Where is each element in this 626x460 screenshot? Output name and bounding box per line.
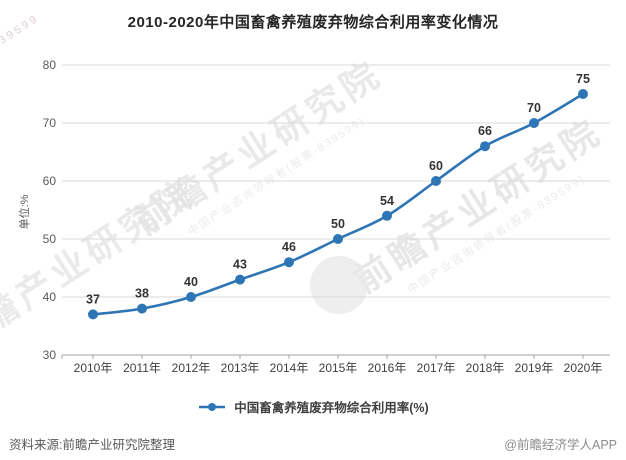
- data-point-label: 54: [380, 194, 394, 208]
- x-axis-tick-label: 2010年: [74, 361, 113, 375]
- data-point-marker: [186, 292, 196, 302]
- legend: 中国畜禽养殖废弃物综合利用率(%): [0, 397, 626, 416]
- y-axis-tick-label: 80: [43, 58, 57, 72]
- x-axis-tick-label: 2016年: [368, 361, 407, 375]
- data-point-label: 38: [135, 287, 149, 301]
- legend-line-marker-icon: [199, 402, 226, 411]
- chart-title: 2010-2020年中国畜禽养殖废弃物综合利用率变化情况: [127, 14, 499, 31]
- data-point-marker: [235, 274, 245, 285]
- x-axis-tick-label: 2019年: [515, 361, 554, 375]
- data-point-label: 46: [282, 240, 296, 254]
- data-point-label: 50: [331, 217, 345, 231]
- data-point-marker: [382, 210, 392, 221]
- data-point-label: 66: [478, 124, 492, 138]
- data-point-marker: [88, 309, 98, 320]
- x-axis-tick-label: 2017年: [417, 361, 456, 375]
- legend-label: 中国畜禽养殖废弃物综合利用率(%): [234, 401, 429, 415]
- source-text: 资料来源:前瞻产业研究院整理: [9, 438, 175, 452]
- data-point-label: 70: [527, 101, 541, 115]
- x-axis-tick-label: 2015年: [319, 361, 358, 375]
- x-axis-tick-label: 2011年: [123, 361, 161, 375]
- footer: 资料来源:前瞻产业研究院整理 @前瞻经济学人APP: [0, 434, 626, 453]
- series-line: [91, 92, 585, 316]
- data-point-marker: [431, 176, 441, 186]
- data-point-label: 75: [576, 72, 590, 86]
- data-point-marker: [480, 141, 490, 152]
- x-axis-tick-label: 2014年: [270, 361, 309, 375]
- y-axis-tick-label: 60: [43, 174, 57, 188]
- x-axis-tick-label: 2020年: [564, 361, 603, 375]
- y-axis-tick-label: 30: [43, 348, 57, 362]
- y-axis-tick-label: 70: [43, 116, 57, 130]
- x-axis-tick-label: 2012年: [172, 361, 211, 375]
- data-point-label: 37: [86, 292, 100, 306]
- data-point-marker: [529, 118, 539, 128]
- data-point-label: 60: [429, 159, 443, 173]
- data-point-marker: [137, 303, 147, 314]
- data-point-marker: [284, 257, 294, 268]
- x-axis-tick-label: 2013年: [221, 361, 260, 375]
- data-point-marker: [578, 89, 588, 99]
- data-point-label: 43: [233, 258, 247, 272]
- data-point-label: 40: [184, 275, 198, 289]
- credit-text: @前瞻经济学人APP: [504, 438, 617, 452]
- data-point-marker: [333, 234, 343, 244]
- x-axis-tick-label: 2018年: [466, 361, 505, 375]
- y-axis-tick-label: 40: [43, 290, 57, 304]
- y-axis-tick-label: 50: [43, 232, 57, 246]
